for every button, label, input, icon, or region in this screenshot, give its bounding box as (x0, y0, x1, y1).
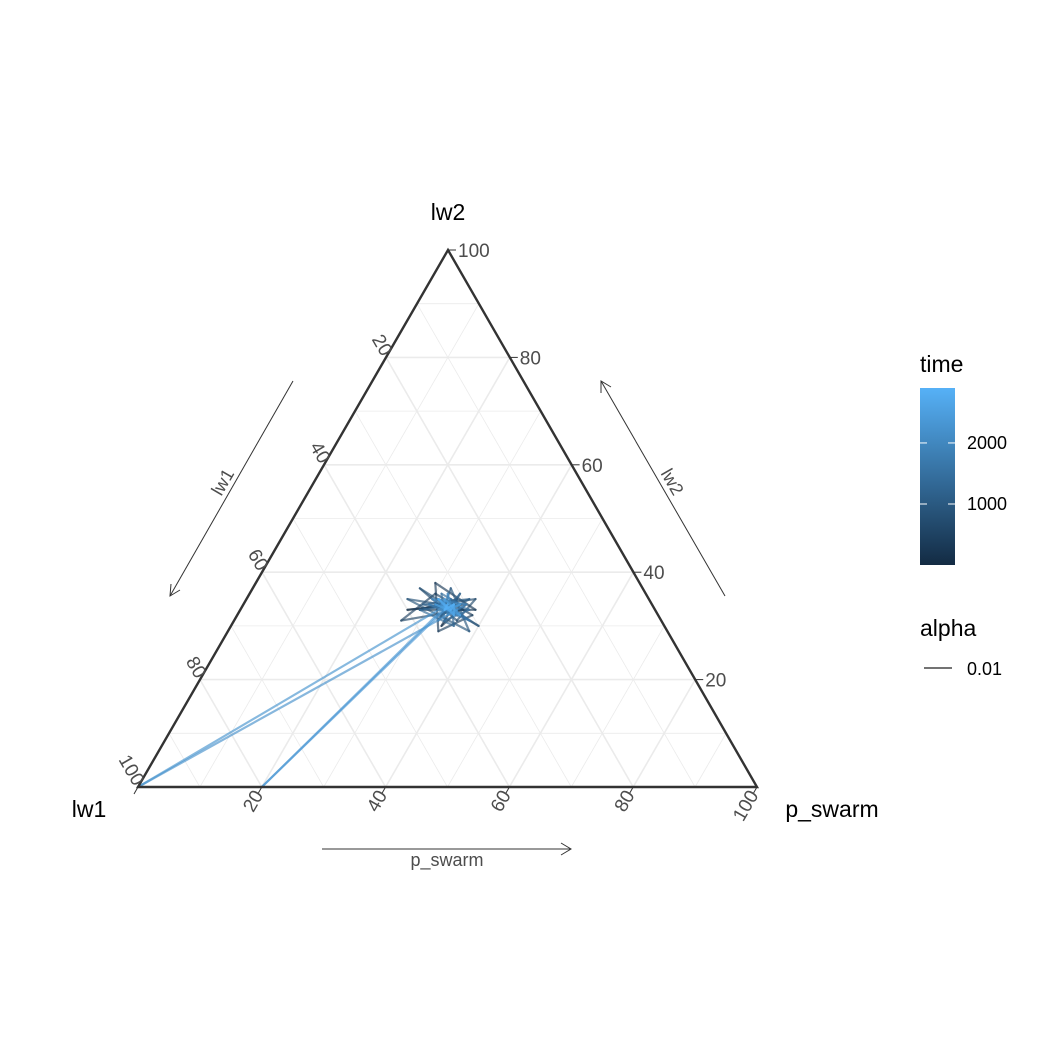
trajectory-segment (136, 608, 459, 789)
lw2-tick-label: 20 (705, 671, 726, 692)
lw1-tick-mark (133, 786, 139, 795)
lw1-tick-mark (257, 571, 263, 580)
lw2-tick-label: 100 (458, 241, 490, 262)
lw2-tick-label: 60 (582, 456, 603, 477)
lw1-tick-mark (381, 357, 387, 365)
ternary-frame (135, 247, 760, 789)
grid-line-p-swarm (632, 679, 696, 788)
legend: time 1000 2000 alpha 0.01 (920, 351, 1007, 679)
triangle-border (135, 247, 760, 789)
lw1-tick-label: 80 (181, 653, 210, 682)
p-swarm-tick-label: 60 (487, 787, 516, 816)
p-swarm-arrow-label: p_swarm (410, 850, 483, 871)
grid-line-p-swarm (570, 625, 665, 788)
colorbar-tick-label: 1000 (967, 494, 1007, 514)
lw1-axis-arrow: lw1 (169, 380, 294, 597)
trajectory-segment (136, 603, 449, 789)
p-swarm-tick-label: 80 (611, 787, 640, 816)
alpha-legend-title: alpha (920, 615, 976, 641)
grid-line-p-swarm (694, 733, 727, 788)
grid-line-lw1 (416, 303, 696, 788)
p-swarm-tick-label: 100 (729, 787, 763, 825)
colorbar-tick-label: 2000 (967, 433, 1007, 453)
lw1-vertex-label: lw1 (72, 796, 107, 822)
p-swarm-tick-mark (628, 786, 634, 795)
p-swarm-tick-mark (257, 786, 263, 795)
lw1-tick-mark (319, 464, 325, 473)
grid-line-lw1 (230, 625, 325, 788)
lw1-tick-label: 20 (367, 331, 396, 360)
p-swarm-tick-mark (381, 786, 387, 795)
lw1-tick-label: 60 (243, 546, 272, 575)
grid-line-p-swarm (199, 303, 480, 788)
p-swarm-tick-label: 20 (239, 787, 268, 816)
ternary-grid (168, 303, 727, 788)
lw2-tick-label: 40 (643, 563, 664, 584)
time-colorbar (920, 388, 955, 565)
p-swarm-vertex-label: p_swarm (785, 796, 878, 822)
lw1-tick-label: 40 (305, 438, 334, 467)
p-swarm-tick-mark (504, 786, 510, 795)
trajectory-segment (260, 608, 446, 789)
trajectory-series (136, 581, 480, 789)
grid-line-lw1 (261, 571, 387, 788)
grid-line-p-swarm (508, 571, 635, 788)
trajectory-segment (449, 587, 471, 633)
grid-line-lw1 (292, 518, 448, 788)
lw1-arrow-label: lw1 (207, 465, 238, 498)
lw2-vertex-label: lw2 (431, 199, 466, 225)
trajectory-segment (443, 603, 449, 611)
alpha-legend-label: 0.01 (967, 659, 1002, 679)
lw2-arrow-label: lw2 (657, 465, 688, 498)
time-legend-title: time (920, 351, 963, 377)
time-colorbar-ticks: 1000 2000 (920, 433, 1007, 514)
p-swarm-axis-arrow: p_swarm (322, 842, 572, 871)
lw1-tick-mark (195, 679, 201, 687)
lw2-tick-label: 80 (520, 348, 541, 369)
p-swarm-tick-mark (752, 786, 758, 795)
p-swarm-tick-label: 40 (363, 787, 392, 816)
grid-line-p-swarm (447, 518, 603, 788)
